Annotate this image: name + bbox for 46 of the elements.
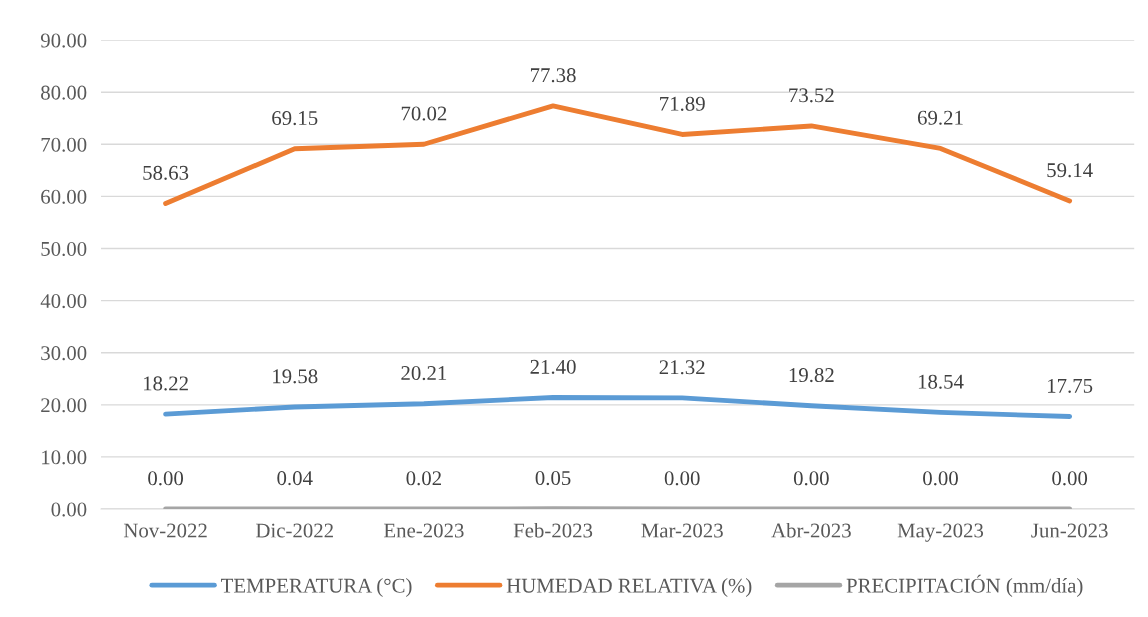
data-label: 71.89 — [660, 96, 705, 111]
y-tick-label: 50.00 — [41, 241, 87, 257]
data-label: 0.00 — [664, 471, 700, 486]
x-tick-label: Jun-2023 — [1031, 523, 1108, 538]
data-label: 69.15 — [272, 111, 318, 126]
data-label: 17.75 — [1048, 378, 1093, 393]
data-label: 21.40 — [530, 359, 576, 374]
y-tick-label: 0.00 — [51, 502, 87, 517]
y-tick-label: 30.00 — [41, 346, 87, 361]
data-label: 58.63 — [143, 165, 189, 180]
y-tick-label: 70.00 — [41, 137, 87, 152]
y-tick-label: 10.00 — [42, 450, 87, 465]
data-label: 0.00 — [148, 471, 184, 486]
x-tick-label: Ene-2023 — [384, 523, 464, 538]
data-label: 70.02 — [401, 106, 447, 121]
y-tick-label: 20.00 — [41, 398, 87, 413]
data-label: 77.38 — [530, 68, 576, 83]
data-label: 0.05 — [535, 471, 571, 486]
data-label: 18.22 — [143, 376, 188, 391]
data-label: 20.21 — [401, 365, 447, 381]
y-tick-label: 90.00 — [40, 33, 87, 48]
x-tick-label: Dic-2022 — [256, 523, 333, 538]
data-label: 0.00 — [923, 471, 958, 486]
x-tick-label: Nov-2022 — [123, 523, 207, 538]
data-label: 21.32 — [659, 360, 705, 375]
data-label: 18.54 — [918, 374, 964, 389]
x-tick-label: Mar-2023 — [641, 523, 723, 538]
data-label: 73.52 — [789, 88, 834, 103]
data-label: 59.14 — [1047, 163, 1093, 178]
data-label: 69.21 — [917, 110, 963, 125]
x-tick-label: Feb-2023 — [513, 522, 593, 538]
legend-label: TEMPERATURA (°C) — [221, 578, 412, 597]
y-tick-label: 80.00 — [41, 85, 87, 100]
data-label: 19.82 — [789, 368, 834, 383]
data-label: 19.58 — [273, 369, 318, 384]
y-tick-label: 40.00 — [40, 293, 87, 309]
data-label: 0.00 — [1052, 471, 1088, 486]
data-label: 0.02 — [406, 471, 441, 486]
legend-label: PRECIPITACIÓN (mm/día) — [846, 574, 1083, 597]
data-label: 0.00 — [793, 471, 829, 486]
line-series — [163, 395, 1073, 419]
legend-label: HUMEDAD RELATIVA (%) — [506, 578, 752, 597]
x-tick-label: Abr-2023 — [771, 522, 851, 538]
x-tick-label: May-2023 — [897, 523, 984, 542]
data-label: 0.04 — [277, 471, 313, 486]
y-tick-label: 60.00 — [41, 189, 87, 204]
